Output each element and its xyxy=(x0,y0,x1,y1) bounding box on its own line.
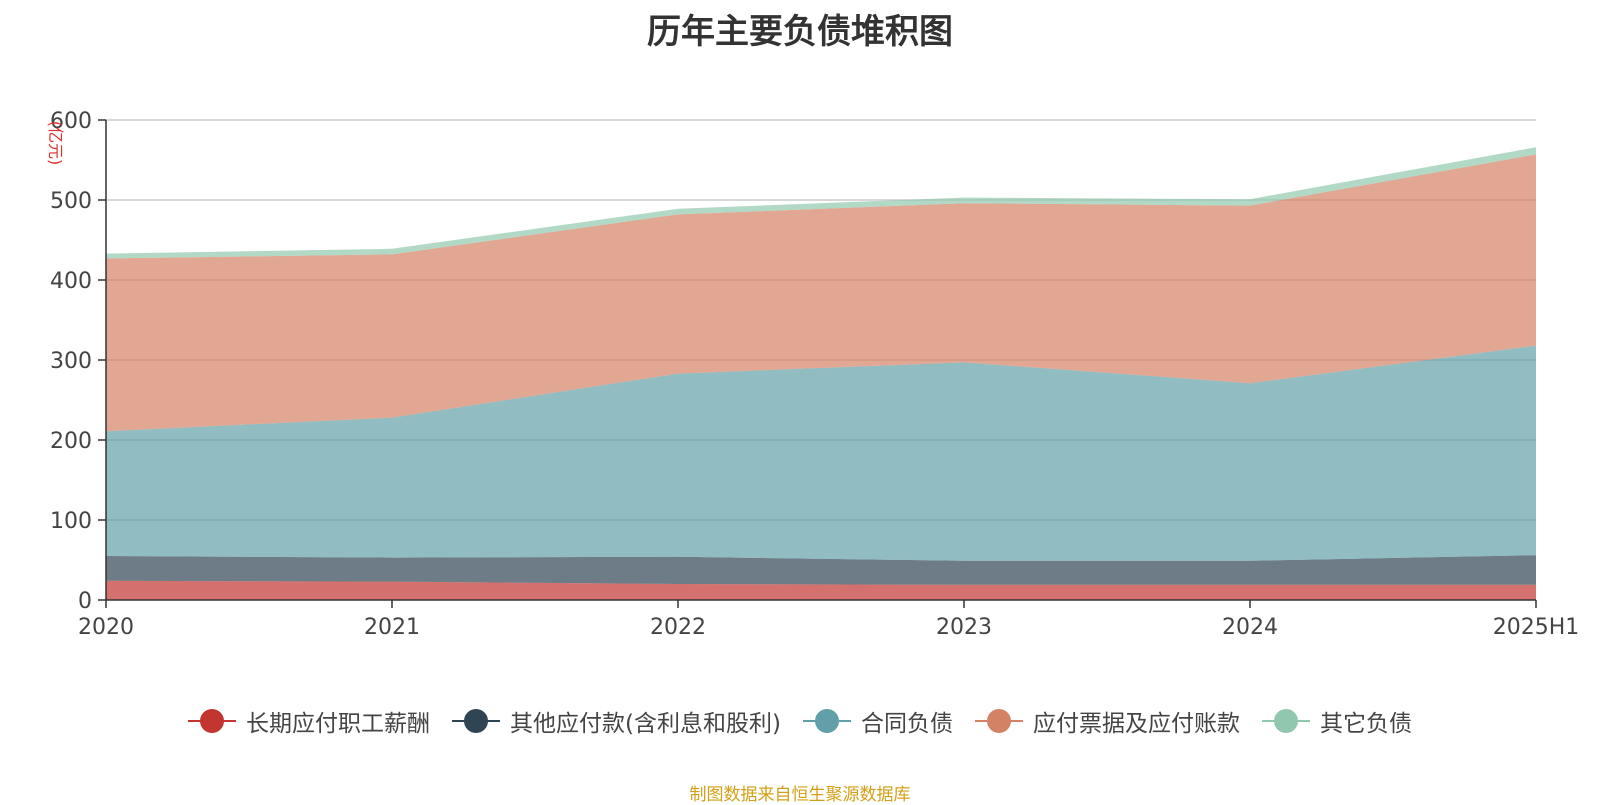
y-tick-label: 0 xyxy=(78,589,92,614)
legend-label: 其他应付款(含利息和股利) xyxy=(510,711,781,737)
legend-marker-icon xyxy=(452,709,501,733)
x-tick-label: 2020 xyxy=(78,615,134,640)
y-tick-label: 100 xyxy=(50,509,92,534)
area-series-5 xyxy=(106,147,1536,259)
legend-marker-icon xyxy=(974,709,1023,733)
x-tick-label: 2022 xyxy=(650,615,706,640)
area-series-1 xyxy=(106,580,1536,600)
y-tick-label: 300 xyxy=(50,349,92,374)
legend-item-4[interactable]: 应付票据及应付账款 xyxy=(974,704,1240,738)
area-series-3 xyxy=(106,345,1536,561)
x-tick-label: 2025H1 xyxy=(1493,615,1580,640)
legend-item-5[interactable]: 其它负债 xyxy=(1261,704,1412,738)
legend-label: 合同负债 xyxy=(860,711,953,737)
legend-item-1[interactable]: 长期应付职工薪酬 xyxy=(188,704,430,738)
legend-marker-icon xyxy=(188,709,237,733)
stacked-area-chart: 0 100 200 300 400 500 600 2020 2021 2022 2023 2024 2… xyxy=(46,109,1579,640)
y-tick-label: 400 xyxy=(50,269,92,294)
x-tick-label: 2023 xyxy=(936,615,992,640)
area-series-2 xyxy=(106,555,1536,585)
legend-label: 其它负债 xyxy=(1319,711,1412,737)
legend-item-3[interactable]: 合同负债 xyxy=(802,704,953,738)
legend-marker-icon xyxy=(802,709,851,733)
legend-label: 长期应付职工薪酬 xyxy=(246,711,431,737)
legend: 长期应付职工薪酬 其他应付款(含利息和股利) 合同负债 应付票据及应付账款 其它负债 xyxy=(0,704,1600,738)
x-tick-label: 2024 xyxy=(1222,615,1278,640)
legend-label: 应付票据及应付账款 xyxy=(1032,711,1240,737)
chart-title: 历年主要负债堆积图 xyxy=(647,12,953,52)
axes: 0 100 200 300 400 500 600 2020 2021 2022 2023 2024 2… xyxy=(50,109,1579,640)
area-series xyxy=(106,147,1536,600)
area-series-4 xyxy=(106,154,1536,432)
y-tick-label: 600 xyxy=(50,109,92,134)
x-tick-label: 2021 xyxy=(364,615,420,640)
source-note: 制图数据来自恒生聚源数据库 xyxy=(689,785,911,805)
legend-item-2[interactable]: 其他应付款(含利息和股利) xyxy=(452,704,781,738)
y-tick-label: 500 xyxy=(50,189,92,214)
legend-marker-icon xyxy=(1261,709,1310,733)
y-tick-label: 200 xyxy=(50,429,92,454)
y-axis-unit-label: (亿元) xyxy=(46,121,65,166)
